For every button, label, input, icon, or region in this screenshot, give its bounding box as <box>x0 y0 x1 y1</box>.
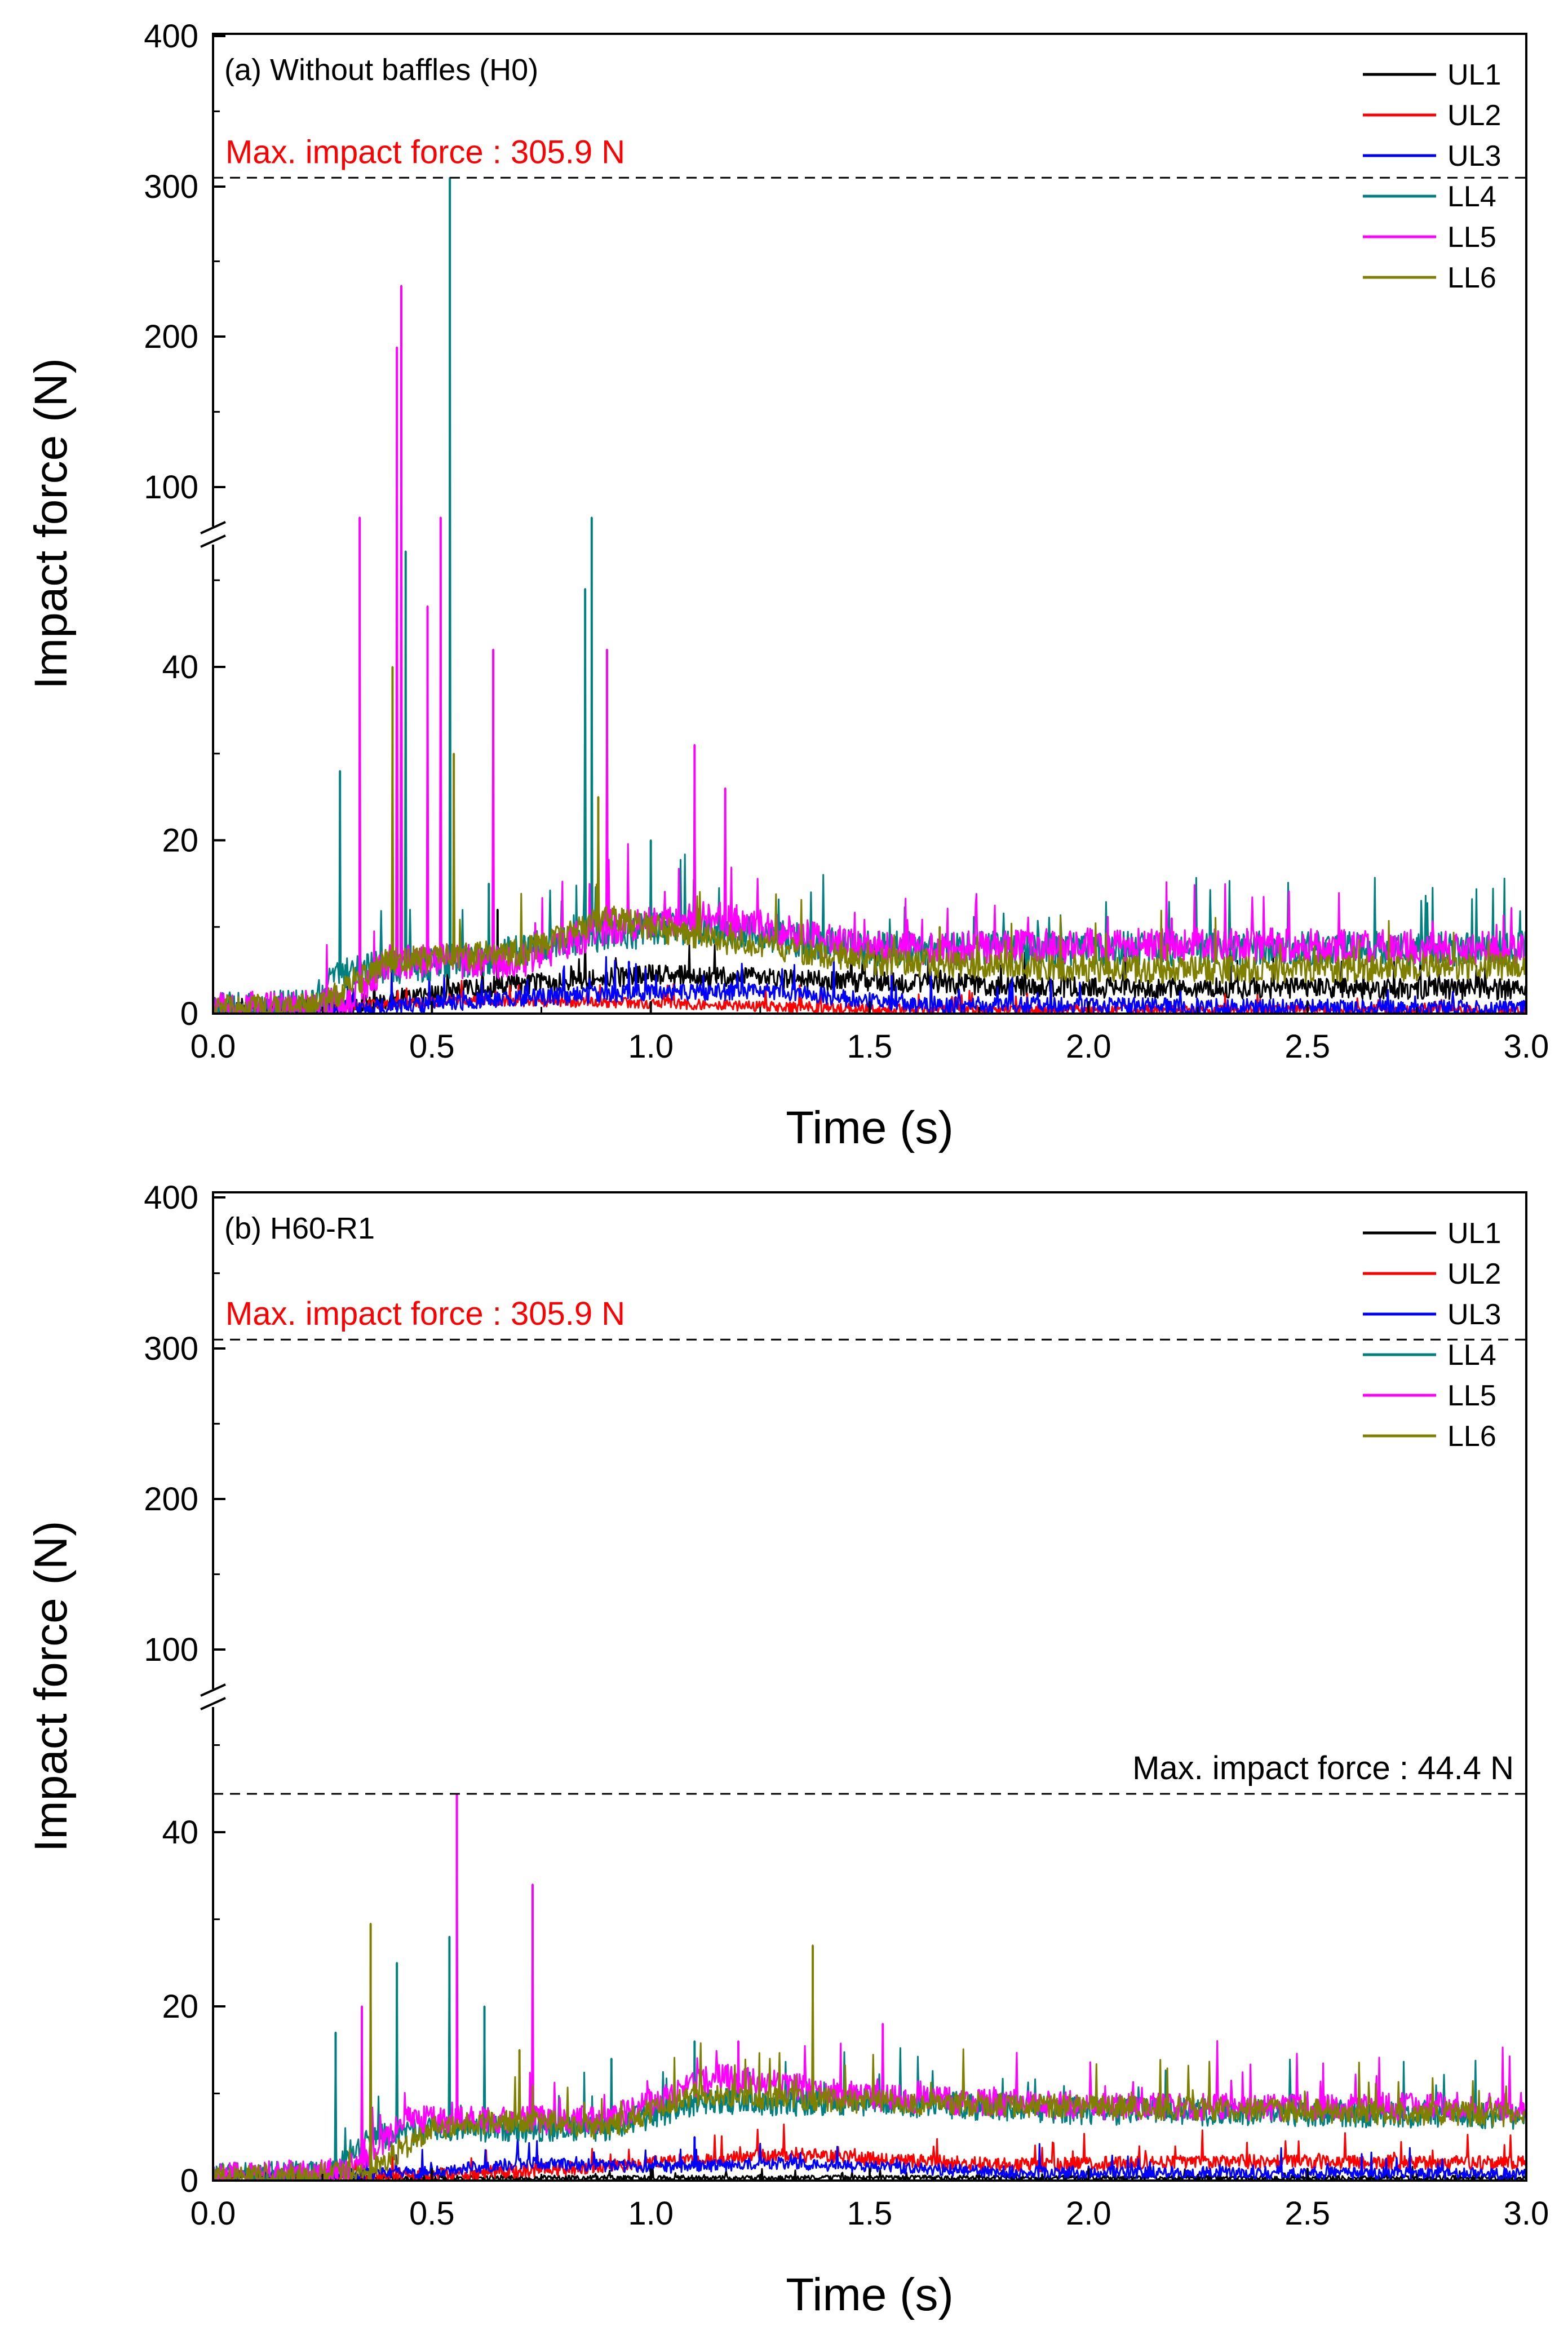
y-tick-label: 100 <box>144 469 198 506</box>
x-tick-label: 2.5 <box>1284 2195 1330 2232</box>
y-tick-label: 100 <box>144 1631 198 1668</box>
panel-a: Max. impact force : 305.9 N 0.0 0.5 1.0 1.5 2… <box>25 18 1549 1153</box>
x-axis-title: Time (s) <box>786 2269 954 2320</box>
x-axis-title: Time (s) <box>786 1102 954 1153</box>
x-tick-label: 1.0 <box>628 2195 674 2232</box>
panel-label: (b) H60-R1 <box>224 1211 375 1245</box>
x-tick-label: 1.5 <box>847 1028 893 1065</box>
series-line-ll6 <box>213 666 1526 1014</box>
y-tick-label: 0 <box>180 996 198 1032</box>
plot-frame <box>212 1191 1527 2182</box>
legend-label-ul2: UL2 <box>1447 99 1501 132</box>
axis-break-mark <box>200 1697 226 1710</box>
plot-frame <box>212 33 1527 1015</box>
series-line-ll4 <box>213 1935 1526 2181</box>
y-tick-label: 20 <box>162 823 198 859</box>
y-tick-label: 20 <box>162 1988 198 2025</box>
y-tick-label: 40 <box>162 649 198 686</box>
max-force-label: Max. impact force : 305.9 N <box>225 1295 625 1332</box>
x-tick-label: 3.0 <box>1504 2195 1549 2232</box>
legend-label-ul3: UL3 <box>1447 140 1501 173</box>
x-tick-label: 0.5 <box>409 2195 455 2232</box>
legend-label-ll4: LL4 <box>1447 1339 1496 1372</box>
y-tick-label: 400 <box>144 18 198 55</box>
x-tick-label: 0.0 <box>191 2195 236 2232</box>
y-tick-label: 200 <box>144 319 198 355</box>
series-line-ll5 <box>213 285 1526 1014</box>
max-force-label: Max. impact force : 305.9 N <box>225 134 625 170</box>
legend-label-ll6: LL6 <box>1447 262 1496 294</box>
y-tick-label: 40 <box>162 1814 198 1851</box>
plot-area <box>213 1793 1526 2181</box>
x-tick-label: 3.0 <box>1504 1028 1549 1065</box>
legend-label-ul1: UL1 <box>1447 1217 1501 1250</box>
legend-label-ll4: LL4 <box>1447 180 1496 213</box>
series-line-ll4 <box>213 176 1526 1014</box>
axis-break-mark <box>200 1683 226 1697</box>
legend-label-ll5: LL5 <box>1447 221 1496 254</box>
legend-label-ll6: LL6 <box>1447 1420 1496 1453</box>
y-tick-label: 300 <box>144 1330 198 1367</box>
x-tick-label: 2.5 <box>1284 1028 1330 1065</box>
legend-label-ul1: UL1 <box>1447 59 1501 91</box>
panel-label: (a) Without baffles (H0) <box>224 53 538 87</box>
legend-label-ul3: UL3 <box>1447 1298 1501 1331</box>
x-tick-label: 2.0 <box>1066 1028 1111 1065</box>
axis-break-mark <box>200 521 226 534</box>
y-axis-title: Impact force (N) <box>25 358 77 689</box>
legend-label-ll5: LL5 <box>1447 1379 1496 1412</box>
legend-label-ul2: UL2 <box>1447 1258 1501 1290</box>
y-tick-label: 400 <box>144 1179 198 1216</box>
y-tick-label: 200 <box>144 1481 198 1518</box>
max-force-label-2: Max. impact force : 44.4 N <box>1132 1750 1514 1787</box>
panel-b: Max. impact force : 305.9 N Max. impact f… <box>25 1179 1549 2320</box>
axis-break-mark <box>200 534 226 548</box>
series-line-ul1 <box>213 909 1526 1014</box>
y-axis-title: Impact force (N) <box>25 1521 77 1852</box>
plot-area <box>213 176 1526 1014</box>
series-line-ll6 <box>213 1922 1526 2181</box>
y-tick-label: 300 <box>144 169 198 205</box>
x-tick-label: 1.5 <box>847 2195 893 2232</box>
x-tick-label: 0.0 <box>191 1028 236 1065</box>
x-tick-label: 0.5 <box>409 1028 455 1065</box>
x-tick-label: 2.0 <box>1066 2195 1111 2232</box>
x-tick-label: 1.0 <box>628 1028 674 1065</box>
y-tick-label: 0 <box>180 2163 198 2199</box>
